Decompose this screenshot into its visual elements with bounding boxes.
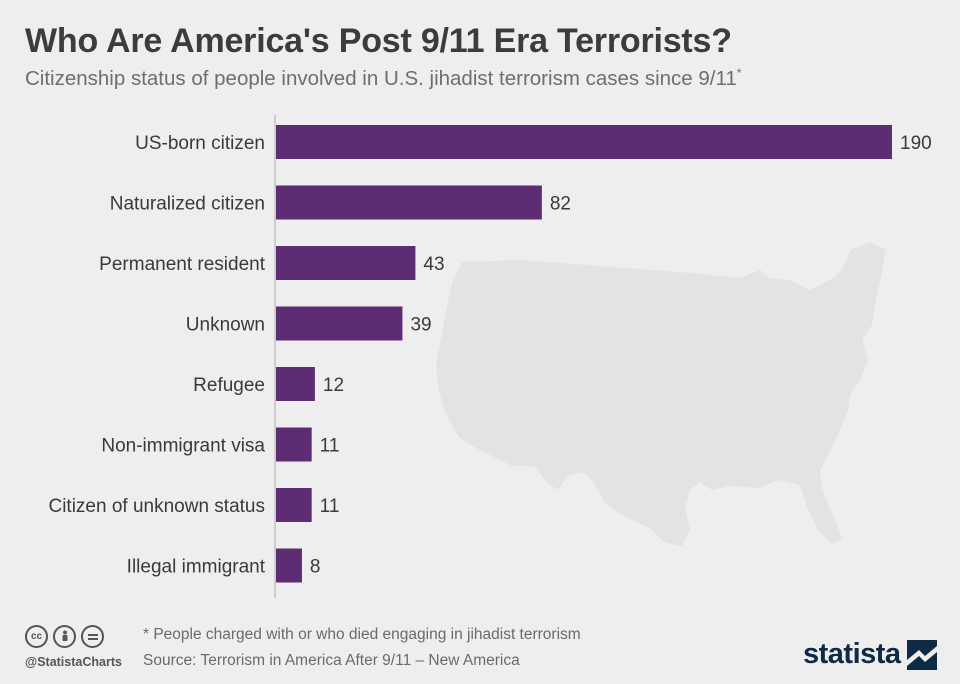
nd-icon: [81, 625, 104, 648]
us-map-silhouette: [436, 242, 886, 546]
data-label: 12: [323, 375, 344, 396]
bar-series: US-born citizen 190 Naturalized citizen 82 P…: [48, 125, 932, 583]
subtitle-text: Citizenship status of people involved in…: [25, 66, 737, 90]
category-label: Naturalized citizen: [110, 194, 265, 215]
data-label: 11: [320, 436, 340, 457]
subtitle-footnote-marker: *: [736, 66, 742, 80]
bar: [276, 246, 416, 280]
license-icons: cc: [25, 625, 104, 648]
category-label: Refugee: [193, 375, 265, 396]
twitter-handle[interactable]: @StatistaCharts: [25, 655, 122, 669]
data-label: 82: [550, 194, 571, 215]
bar: [276, 185, 542, 220]
bar-chart: US-born citizen 190 Naturalized citizen 82 P…: [48, 115, 932, 598]
category-label: Citizen of unknown status: [48, 496, 265, 517]
data-label: 190: [900, 133, 932, 154]
brand-name: statista: [803, 638, 901, 670]
data-label: 11: [320, 496, 340, 517]
data-label: 8: [310, 557, 321, 578]
chart-subtitle: Citizenship status of people involved in…: [25, 66, 741, 91]
category-label: Non-immigrant visa: [101, 436, 265, 457]
bar: [276, 367, 315, 401]
category-label: US-born citizen: [135, 133, 265, 154]
bar: [276, 427, 312, 462]
bar: [276, 548, 302, 583]
cc-icon: cc: [25, 625, 48, 648]
by-icon: [53, 625, 76, 648]
statista-mark-icon: [906, 639, 937, 670]
data-label: 39: [410, 315, 431, 336]
footnote: * People charged with or who died engagi…: [143, 626, 581, 643]
bar: [276, 306, 403, 341]
category-label: Permanent resident: [99, 254, 266, 275]
source-line: Source: Terrorism in America After 9/11 …: [143, 652, 520, 669]
statista-logo[interactable]: statista: [803, 638, 937, 671]
chart-title: Who Are America's Post 9/11 Era Terroris…: [25, 22, 732, 60]
category-label: Unknown: [186, 315, 265, 336]
bar: [276, 125, 892, 159]
category-label: Illegal immigrant: [127, 557, 266, 578]
bar: [276, 488, 312, 522]
data-label: 43: [423, 254, 444, 275]
